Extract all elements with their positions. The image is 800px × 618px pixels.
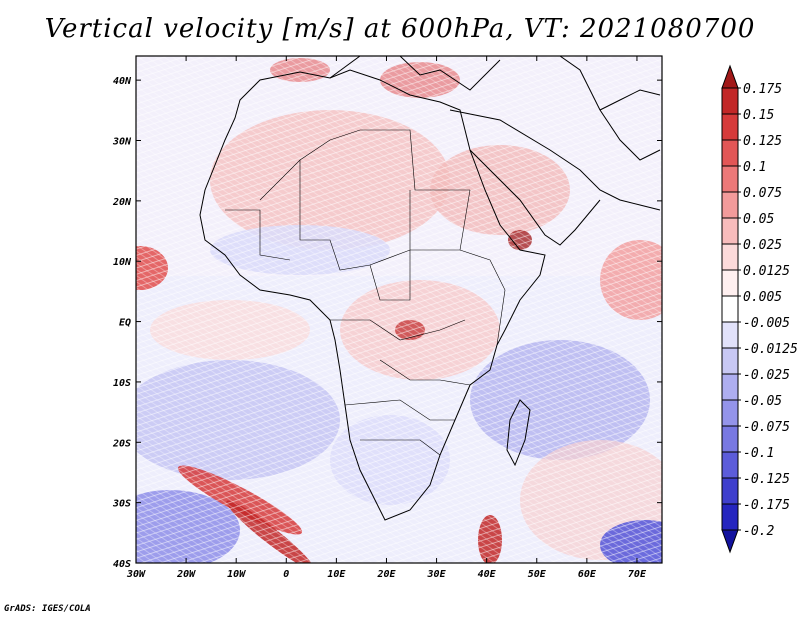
map-title: Vertical velocity [m/s] at 600hPa, VT: 2… xyxy=(44,14,756,44)
lat-tick-label: 10S xyxy=(113,378,131,389)
colorbar-label: 0.005 xyxy=(743,290,782,305)
colorbar-label: -0.025 xyxy=(743,368,790,383)
colorbar-label: -0.125 xyxy=(743,472,790,487)
colorbar-label: 0.15 xyxy=(743,108,774,123)
colorbar-label: 0.175 xyxy=(743,82,782,97)
lon-tick-label: 60E xyxy=(578,569,597,580)
colorbar-swatch xyxy=(721,113,739,141)
colorbar-label: -0.075 xyxy=(743,420,790,435)
colorbar-label: -0.005 xyxy=(743,316,790,331)
lon-tick-label: 70E xyxy=(628,569,647,580)
colorbar-swatch xyxy=(721,399,739,427)
map-field xyxy=(136,56,662,563)
coastlines xyxy=(199,56,661,521)
lat-tick-label: 30S xyxy=(112,499,131,510)
colorbar-label: 0.1 xyxy=(743,160,766,175)
colorbar-label: -0.2 xyxy=(743,524,774,539)
lon-tick-label: 30W xyxy=(126,569,146,580)
colorbar-label: -0.0125 xyxy=(743,342,798,357)
colorbar-swatch xyxy=(721,139,739,167)
colorbar-swatch xyxy=(721,165,739,193)
lat-tick-label: 10N xyxy=(113,257,132,268)
colorbar-swatch xyxy=(721,243,739,271)
colorbar-swatch xyxy=(721,191,739,219)
colorbar-swatch xyxy=(721,425,739,453)
lon-tick-label: 50E xyxy=(528,569,547,580)
latitude-axis: 40S 30S 20S 10S EQ 10N 20N 30N 40N xyxy=(112,76,662,570)
colorbar-bottom-arrow xyxy=(721,529,739,554)
lon-tick-label: 0 xyxy=(283,569,289,580)
colorbar-swatch xyxy=(721,295,739,323)
colorbar-swatch xyxy=(721,503,739,531)
colorbar-swatch xyxy=(721,217,739,245)
lat-tick-label: 20N xyxy=(112,197,132,208)
lat-tick-label: 40N xyxy=(113,76,132,87)
lon-tick-label: 30E xyxy=(427,569,447,580)
colorbar-label: 0.0125 xyxy=(743,264,790,279)
colorbar-top-arrow xyxy=(721,64,739,89)
longitude-axis: 30W 20W 10W 0 10E 20E 30E 40E 50E 60E 70E xyxy=(126,56,647,580)
colorbar-label: 0.025 xyxy=(743,238,782,253)
lat-tick-label: 20S xyxy=(112,438,131,449)
colorbar-label: -0.05 xyxy=(743,394,782,409)
colorbar-swatch xyxy=(721,321,739,349)
borders xyxy=(225,129,506,456)
colorbar-label: 0.05 xyxy=(743,212,774,227)
lon-tick-label: 10W xyxy=(227,569,246,580)
lon-tick-label: 40E xyxy=(478,569,497,580)
colorbar-swatch xyxy=(721,477,739,505)
colorbar-label: 0.125 xyxy=(743,134,782,149)
grads-credit: GrADS: IGES/COLA xyxy=(4,604,91,614)
colorbar-swatch xyxy=(721,347,739,375)
colorbar-label: -0.175 xyxy=(743,498,790,513)
colorbar-swatch xyxy=(721,373,739,401)
colorbar-swatch xyxy=(721,87,739,115)
lon-tick-label: 10E xyxy=(327,569,346,580)
lat-tick-label: EQ xyxy=(119,318,131,329)
lon-tick-label: 20W xyxy=(176,569,196,580)
colorbar-swatch xyxy=(721,269,739,297)
colorbar-swatch xyxy=(721,451,739,479)
colorbar-label: -0.1 xyxy=(743,446,774,461)
lat-tick-label: 40S xyxy=(113,559,131,570)
lat-tick-label: 30N xyxy=(112,137,132,148)
plot-frame xyxy=(135,55,663,564)
lon-tick-label: 20E xyxy=(376,569,396,580)
colorbar-label: 0.075 xyxy=(743,186,782,201)
